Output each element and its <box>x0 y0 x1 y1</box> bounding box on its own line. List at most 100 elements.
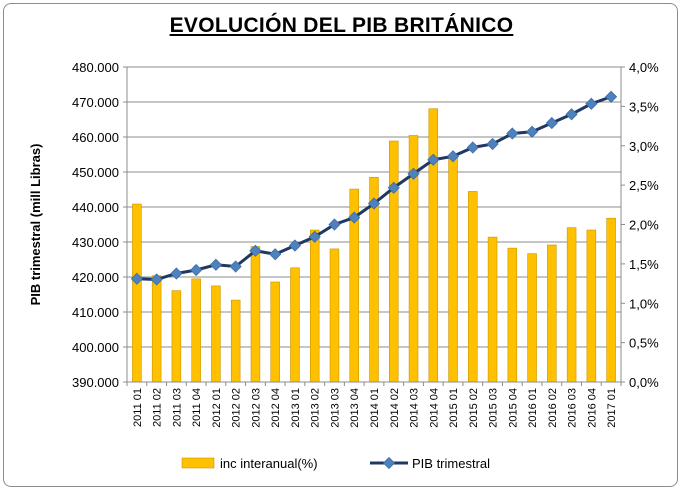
legend-line-label: PIB trimestral <box>412 456 490 471</box>
x-tick-label: 2012 03 <box>250 388 262 428</box>
x-tick-label: 2014 04 <box>428 388 440 428</box>
left-axis-ticks: 390.000 400.000 410.000 420.000 430.000 440.0… <box>72 60 127 390</box>
x-tick-label: 2016 02 <box>547 388 559 428</box>
x-tick-label: 2017 01 <box>606 388 618 428</box>
line-point <box>526 125 539 138</box>
bar <box>566 227 577 383</box>
line-point <box>585 97 598 110</box>
line-point <box>229 260 242 273</box>
bar <box>270 281 280 383</box>
y2-tick-label: 0,5% <box>629 336 659 351</box>
y-tick-label: 480.000 <box>72 60 119 75</box>
chart-title: EVOLUCIÓN DEL PIB BRITÁNICO <box>169 14 514 37</box>
y-tick-label: 440.000 <box>72 200 119 215</box>
y-tick-label: 450.000 <box>72 165 119 180</box>
y-axis-label: PIB trimestral (mill Libras) <box>28 144 43 306</box>
bar <box>428 108 439 383</box>
x-tick-label: 2011 04 <box>191 388 203 427</box>
bar <box>606 217 616 383</box>
x-tick-label: 2014 02 <box>389 388 401 428</box>
x-tick-label: 2011 03 <box>171 388 183 427</box>
x-tick-label: 2016 03 <box>567 388 579 428</box>
x-tick-label: 2014 01 <box>369 388 381 428</box>
y-tick-label: 420.000 <box>72 270 119 285</box>
y-tick-label: 430.000 <box>72 235 119 250</box>
bar <box>389 140 399 383</box>
bar <box>547 244 557 383</box>
legend-line-marker <box>382 456 396 470</box>
right-axis-ticks: 0,0% 0,5% 1,0% 1,5% 2,0% 2,5% 3,0% 3,5% 4,0% <box>621 60 659 390</box>
line-point <box>130 272 143 285</box>
line-point <box>249 244 262 257</box>
x-tick-label: 2015 01 <box>448 388 460 428</box>
legend-bar-label: inc interanual(%) <box>220 456 318 471</box>
line-point <box>446 150 460 163</box>
line-point <box>506 127 519 140</box>
x-tick-label: 2011 02 <box>152 388 164 427</box>
x-tick-label: 2014 03 <box>409 388 421 428</box>
bar <box>487 236 498 383</box>
line-point <box>288 239 302 252</box>
chart-frame <box>3 3 678 487</box>
y2-tick-label: 0,0% <box>629 375 659 390</box>
y2-tick-label: 3,0% <box>629 139 659 154</box>
x-tick-label: 2013 04 <box>349 388 361 428</box>
line-point <box>407 167 420 180</box>
y2-tick-label: 1,0% <box>629 296 659 311</box>
y-tick-label: 460.000 <box>72 130 119 145</box>
line-point <box>427 153 440 166</box>
bar <box>309 229 320 383</box>
y-tick-label: 410.000 <box>72 305 119 320</box>
y2-tick-label: 2,5% <box>629 178 659 193</box>
x-tick-label: 2015 03 <box>488 388 500 428</box>
x-axis-ticks: 2011 01 2011 02 2011 03 2011 04 2012 01 2012 … <box>126 382 622 428</box>
y-tick-label: 400.000 <box>72 340 119 355</box>
line-series <box>130 90 618 286</box>
line-point <box>565 108 578 121</box>
x-tick-label: 2012 01 <box>211 388 223 428</box>
line-point <box>545 116 558 130</box>
line-point <box>170 267 183 280</box>
legend-bar-swatch <box>181 457 215 469</box>
line-point <box>605 90 618 103</box>
x-tick-label: 2012 04 <box>270 388 282 428</box>
line-point <box>150 273 163 286</box>
x-tick-label: 2012 02 <box>231 388 243 428</box>
line-point <box>209 258 222 271</box>
line-point <box>190 263 203 277</box>
line-point <box>328 218 341 231</box>
x-tick-label: 2013 01 <box>290 388 302 428</box>
x-tick-label: 2016 01 <box>527 388 539 428</box>
line-point <box>269 248 282 261</box>
x-tick-label: 2013 03 <box>329 388 341 428</box>
line-point <box>466 141 479 154</box>
bar <box>230 299 241 383</box>
line-point <box>367 197 381 210</box>
y2-tick-label: 3,5% <box>629 99 659 114</box>
x-tick-label: 2013 02 <box>310 388 322 428</box>
line-point <box>348 211 361 224</box>
bar <box>290 267 300 383</box>
bar <box>468 191 478 383</box>
bar <box>329 248 340 383</box>
bar <box>527 253 537 383</box>
bar <box>191 278 201 383</box>
bar <box>211 285 221 383</box>
x-tick-label: 2015 02 <box>468 388 480 428</box>
x-tick-label: 2011 01 <box>132 388 144 427</box>
y-tick-label: 470.000 <box>72 95 119 110</box>
line-point <box>387 181 400 194</box>
bar <box>151 275 162 383</box>
bar <box>448 155 458 383</box>
line-point <box>308 230 321 243</box>
bar <box>171 290 182 383</box>
bar <box>250 246 261 383</box>
y2-tick-label: 1,5% <box>629 257 659 272</box>
x-tick-label: 2015 04 <box>507 388 519 428</box>
y-tick-label: 390.000 <box>72 375 119 390</box>
bar <box>586 229 597 383</box>
legend: inc interanual(%) PIB trimestral <box>181 456 490 471</box>
x-tick-label: 2016 04 <box>586 388 598 428</box>
y2-tick-label: 4,0% <box>629 60 659 75</box>
